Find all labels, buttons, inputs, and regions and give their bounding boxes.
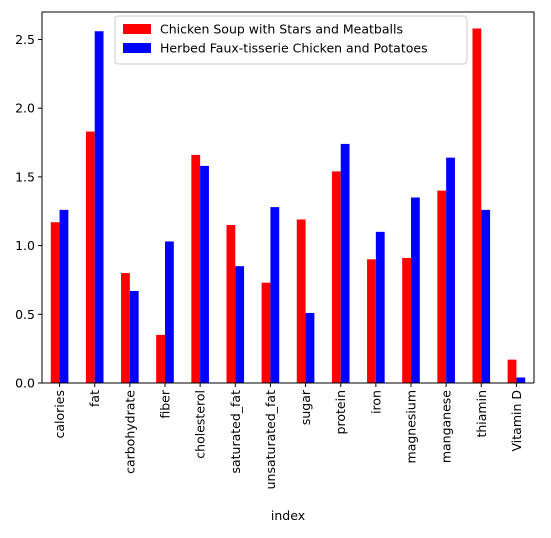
bar-unsaturated_fat-series-2 [270, 207, 280, 383]
bar-calories-series-1 [50, 222, 60, 383]
bar-magnesium-series-2 [411, 197, 420, 383]
bars-layer [50, 28, 526, 384]
legend-swatch-series-1 [123, 24, 151, 34]
bar-iron-series-1 [367, 259, 376, 383]
bar-Vitamin D-series-1 [507, 359, 517, 383]
bar-thiamin-series-1 [472, 28, 482, 383]
bar-fat-series-2 [94, 31, 104, 384]
x-tick-label: saturated_fat [228, 390, 243, 474]
legend-frame [114, 15, 468, 65]
bar-cholesterol-series-2 [200, 165, 209, 383]
x-tick-label: magnesium [404, 390, 419, 463]
y-tick-label: 0.5 [15, 307, 35, 322]
y-tick-label: 1.5 [15, 169, 35, 184]
bar-protein-series-1 [331, 171, 341, 383]
y-tick-label: 1.0 [15, 238, 35, 253]
bar-carbohydrate-series-1 [121, 273, 130, 383]
x-axis-label: index [271, 508, 305, 523]
legend-label-series-2: Herbed Faux-tisserie Chicken and Potatoe… [160, 41, 428, 56]
bar-fat-series-1 [85, 131, 95, 383]
x-tick-label: cholesterol [193, 390, 208, 459]
bar-Vitamin D-series-2 [516, 377, 526, 383]
x-tick-label: iron [368, 390, 383, 414]
bar-manganese-series-1 [437, 190, 447, 383]
x-tick-label: sugar [298, 389, 313, 425]
y-tick-label: 2.0 [15, 101, 35, 116]
bar-sugar-series-1 [296, 219, 306, 383]
x-tick-label: fiber [158, 389, 173, 418]
bar-iron-series-2 [375, 231, 385, 383]
bar-carbohydrate-series-2 [129, 290, 139, 383]
bar-saturated_fat-series-1 [226, 224, 236, 383]
legend-swatch-series-2 [123, 43, 151, 53]
x-tick-label: protein [333, 390, 348, 434]
x-tick-label: manganese [439, 390, 454, 463]
x-tick-label: carbohydrate [122, 390, 137, 474]
x-tick-label: calories [52, 390, 67, 438]
x-tick-label: Vitamin D [509, 390, 524, 451]
bar-unsaturated_fat-series-1 [261, 282, 271, 383]
bar-fiber-series-2 [165, 241, 174, 383]
legend-label-series-1: Chicken Soup with Stars and Meatballs [160, 22, 403, 37]
bar-fiber-series-1 [156, 334, 165, 383]
bar-protein-series-2 [340, 143, 350, 383]
x-tick-label: fat [87, 390, 102, 407]
bar-cholesterol-series-1 [191, 154, 201, 383]
y-tick-label: 2.5 [15, 32, 35, 47]
axes-layer: 0.0 0.5 1.0 1.5 2.0 2.5 calories fat carbohydrat… [15, 11, 535, 489]
bar-calories-series-2 [59, 209, 69, 383]
legend: Chicken Soup with Stars and Meatballs Her… [114, 15, 468, 65]
bar-magnesium-series-1 [402, 257, 411, 383]
bar-sugar-series-2 [305, 312, 315, 383]
x-tick-label: unsaturated_fat [263, 390, 278, 489]
y-tick-label: 0.0 [15, 376, 35, 391]
bar-saturated_fat-series-2 [235, 266, 245, 383]
x-tick-label: thiamin [474, 390, 489, 438]
bar-thiamin-series-2 [481, 209, 491, 383]
bar-manganese-series-2 [446, 157, 455, 383]
